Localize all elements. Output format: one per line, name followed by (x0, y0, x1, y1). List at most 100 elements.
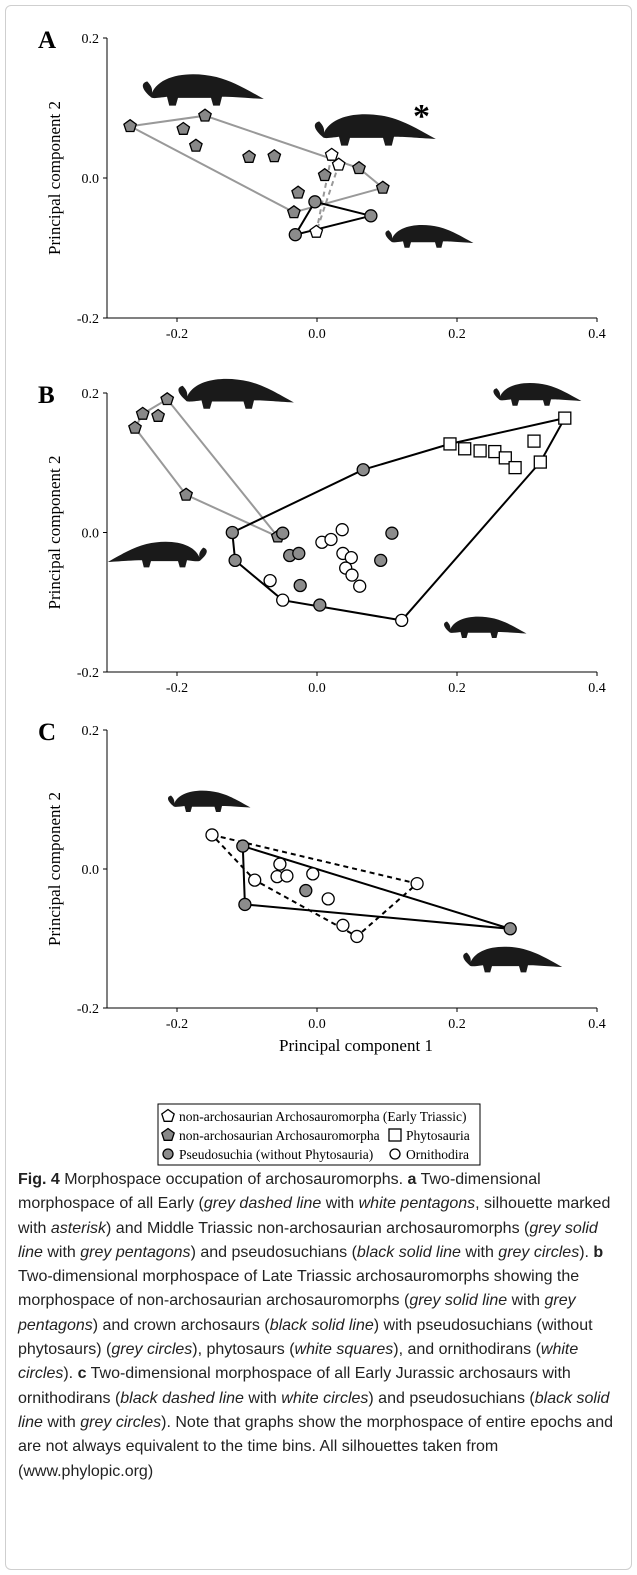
panel: C -0.2 0.0 0.2 -0.2 0.0 0.2 0.4 Principal compon… (38, 719, 606, 1055)
point (225, 525, 239, 540)
point (345, 568, 359, 582)
point (503, 922, 517, 936)
point (179, 487, 194, 501)
point (350, 929, 364, 944)
silhouette (142, 74, 264, 106)
point (331, 157, 346, 171)
caption-text: with (42, 1243, 81, 1261)
hull (241, 844, 511, 930)
caption-text: white circles (281, 1389, 369, 1407)
x-tick-label: 0.4 (588, 327, 606, 342)
legend-label: Pseudosuchia (without Phytosauria) (179, 1147, 373, 1162)
x-tick-label: -0.2 (166, 1017, 188, 1032)
x-tick-label: 0.0 (308, 1017, 326, 1032)
silhouette-body (444, 616, 527, 638)
point (276, 526, 290, 540)
point (533, 455, 547, 469)
caption-text: with (507, 1292, 545, 1310)
caption-text: Two-dimensional morphospace of Late Tria… (18, 1268, 580, 1310)
point (151, 408, 166, 422)
point (353, 579, 367, 593)
point (473, 444, 487, 458)
legend-marker (161, 1127, 175, 1141)
x-tick-label: 0.4 (588, 1017, 606, 1032)
legend: non-archosaurian Archosauromorpha (Early… (157, 1103, 481, 1166)
caption-text: black dashed line (120, 1389, 244, 1407)
silhouette-body (385, 224, 474, 248)
point (527, 434, 541, 448)
caption-text: ) with pseudosuchians (without phytosaur… (18, 1316, 593, 1359)
silhouette (385, 224, 474, 248)
hull (293, 200, 372, 237)
point (263, 573, 277, 588)
point (313, 598, 327, 612)
point (352, 160, 366, 175)
y-tick-label: -0.2 (77, 312, 99, 327)
point (176, 121, 191, 135)
point (344, 550, 358, 565)
x-tick-label: 0.0 (308, 327, 326, 342)
legend-label: Phytosauria (406, 1128, 470, 1143)
point (375, 180, 390, 194)
caption-text: ) and crown archosaurs ( (92, 1316, 270, 1334)
caption-text: asterisk (50, 1219, 107, 1237)
y-tick-label: 0.0 (82, 863, 100, 878)
caption-text: white squares (294, 1341, 394, 1359)
y-axis-label: Principal component 2 (45, 101, 64, 255)
caption-text: grey dashed line (203, 1195, 322, 1213)
y-tick-label: 0.0 (82, 172, 100, 187)
point (273, 857, 287, 871)
caption-text: ). (63, 1365, 78, 1383)
point (135, 406, 150, 420)
panel-letter: A (38, 27, 56, 54)
x-tick-label: 0.2 (448, 681, 466, 696)
point (299, 883, 313, 898)
point (458, 442, 472, 456)
point (395, 613, 409, 628)
point (324, 147, 339, 161)
point (198, 108, 212, 122)
point (188, 138, 203, 152)
caption-text: Morphospace occupation of archosauromorp… (59, 1171, 408, 1188)
point (292, 546, 306, 561)
caption-text: ) and pseudosuchians ( (368, 1389, 535, 1407)
silhouette (463, 946, 563, 973)
silhouette (314, 114, 436, 146)
caption-text: ), and ornithodirans ( (393, 1341, 541, 1359)
x-tick-label: -0.2 (166, 327, 188, 342)
point (508, 460, 522, 475)
point (291, 185, 306, 199)
point (280, 869, 294, 883)
caption-text: ), phytosaurs ( (192, 1341, 295, 1359)
x-tick-label: 0.4 (588, 681, 606, 696)
point (309, 224, 324, 238)
point (336, 918, 350, 932)
silhouette-body (178, 378, 294, 409)
caption-text: black solid line (18, 1389, 610, 1431)
caption-text: Two-dimensional morphospace of all Early… (18, 1171, 541, 1213)
silhouette-body (314, 114, 436, 146)
point (335, 523, 349, 537)
panel: B -0.2 0.0 0.2 -0.2 0.0 0.2 0.4 Principal compon… (38, 378, 606, 696)
point (286, 204, 301, 219)
point (293, 578, 307, 593)
point (356, 463, 370, 477)
x-axis-label: Principal component 1 (279, 1036, 433, 1055)
caption-text: c (77, 1365, 87, 1383)
legend-marker (389, 1148, 401, 1160)
point (385, 526, 399, 540)
point (306, 867, 320, 881)
caption-text: with (460, 1243, 499, 1261)
caption-text: with (42, 1413, 81, 1431)
y-tick-label: -0.2 (77, 666, 99, 681)
caption-text: ) and Middle Triassic non-archosaurian a… (106, 1219, 530, 1237)
caption-text: grey circles (80, 1413, 162, 1431)
legend-label: non-archosaurian Archosauromorpha (Early… (179, 1109, 467, 1124)
caption-text: ) and pseudosuchians ( (190, 1243, 357, 1261)
point (236, 839, 250, 853)
point (128, 420, 142, 434)
point (228, 553, 242, 568)
caption-text: black solid line (356, 1243, 461, 1261)
caption-text: white pentagons (358, 1195, 476, 1213)
